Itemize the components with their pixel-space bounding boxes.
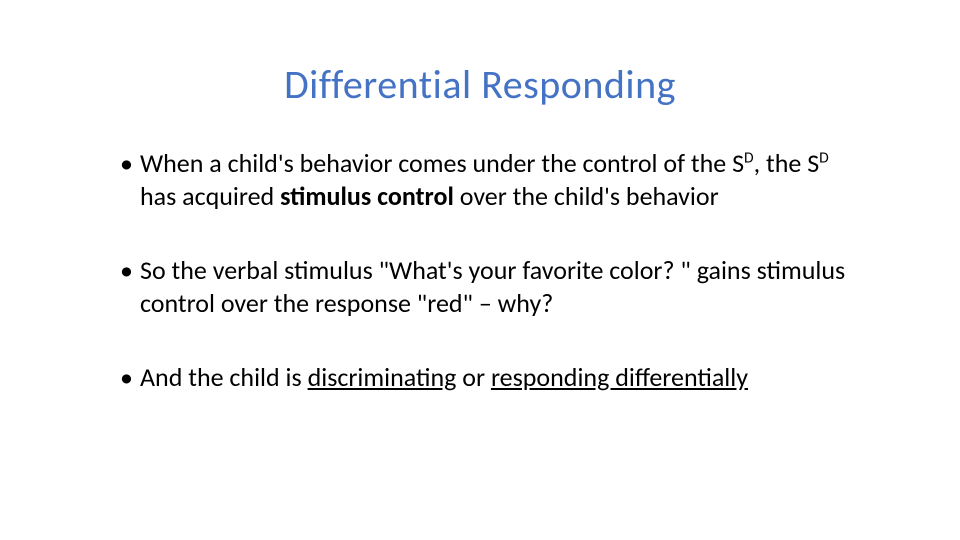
bold-text: stimulus control <box>280 180 454 212</box>
bullet-text: over the child's behavior <box>454 180 719 212</box>
bullet-text: has acquired <box>140 180 280 212</box>
superscript: D <box>819 148 829 167</box>
bullet-text: So the verbal stimulus "What's your favo… <box>140 254 845 319</box>
bullet-text: , the S <box>754 147 820 179</box>
slide: Differential Responding When a child's b… <box>0 0 960 540</box>
bullet-text: When a child's behavior comes under the … <box>140 147 744 179</box>
bullet-text: And the child is <box>140 361 308 393</box>
bullet-text: or <box>456 361 491 393</box>
bullet-item: When a child's behavior comes under the … <box>120 147 860 212</box>
underline-text: discriminating <box>308 361 457 393</box>
bullet-item: So the verbal stimulus "What's your favo… <box>120 254 860 319</box>
bullet-list: When a child's behavior comes under the … <box>100 147 860 394</box>
bullet-item: And the child is discriminating or respo… <box>120 361 860 394</box>
underline-text: responding differentially <box>491 361 748 393</box>
superscript: D <box>744 148 754 167</box>
slide-title: Differential Responding <box>100 60 860 109</box>
